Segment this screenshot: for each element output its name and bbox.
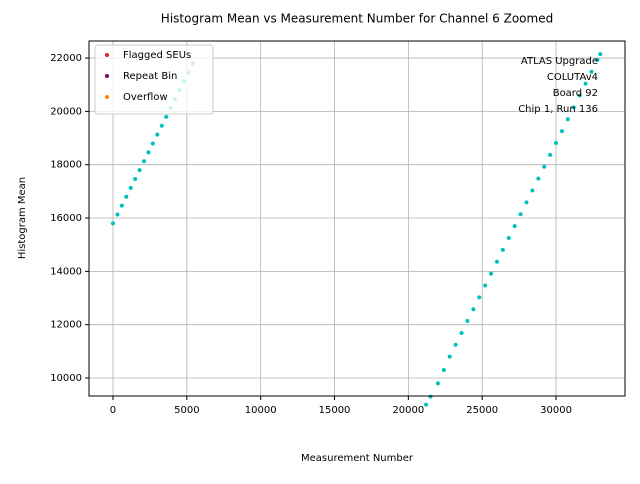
point — [159, 123, 164, 128]
point — [571, 105, 576, 110]
point — [536, 176, 541, 181]
point — [137, 168, 142, 173]
point — [128, 185, 133, 190]
point — [447, 354, 452, 359]
point — [506, 235, 511, 240]
annotation: COLUTAv4 — [547, 72, 598, 83]
y-tick-label: 22000 — [50, 53, 82, 64]
point — [119, 203, 124, 208]
x-tick-label: 15000 — [319, 405, 351, 416]
point — [500, 247, 505, 252]
point — [133, 176, 138, 181]
point — [559, 129, 564, 134]
point — [428, 394, 433, 399]
chart-title: Histogram Mean vs Measurement Number for… — [161, 12, 553, 26]
legend-marker — [105, 95, 109, 99]
x-tick-label: 20000 — [392, 405, 424, 416]
y-tick-label: 10000 — [50, 373, 82, 384]
point — [589, 69, 594, 74]
point — [530, 188, 535, 193]
point — [577, 93, 582, 98]
point — [424, 402, 429, 407]
x-tick-label: 25000 — [466, 405, 498, 416]
point — [598, 52, 603, 57]
x-tick-label: 30000 — [540, 405, 572, 416]
point — [142, 159, 147, 164]
point — [512, 224, 517, 229]
point — [124, 194, 129, 199]
point — [453, 342, 458, 347]
y-tick-label: 12000 — [50, 320, 82, 331]
point — [155, 132, 160, 137]
point — [435, 381, 440, 386]
y-tick-label: 16000 — [50, 213, 82, 224]
point — [548, 152, 553, 157]
y-tick-label: 14000 — [50, 266, 82, 277]
legend-marker — [105, 74, 109, 78]
legend-label: Repeat Bin — [123, 71, 177, 82]
legend-box — [94, 44, 214, 115]
point — [524, 200, 529, 205]
point — [150, 141, 155, 146]
x-tick-label: 10000 — [245, 405, 277, 416]
point — [489, 271, 494, 276]
point — [471, 307, 476, 312]
point — [494, 259, 499, 264]
x-tick-label: 5000 — [174, 405, 199, 416]
point — [164, 114, 169, 119]
legend-label: Flagged SEUs — [123, 50, 191, 61]
point — [483, 283, 488, 288]
point — [477, 295, 482, 300]
x-axis-label: Measurement Number — [301, 453, 414, 464]
point — [565, 117, 570, 122]
point — [146, 150, 151, 155]
y-axis-label: Histogram Mean — [17, 177, 28, 259]
point — [542, 164, 547, 169]
y-tick-label: 18000 — [50, 160, 82, 171]
y-tick-label: 20000 — [50, 106, 82, 117]
x-tick-label: 0 — [110, 405, 116, 416]
point — [115, 212, 120, 217]
point — [459, 330, 464, 335]
annotation: Board 92 — [553, 88, 598, 99]
point — [518, 212, 523, 217]
point — [441, 368, 446, 373]
point — [110, 221, 115, 226]
annotation: ATLAS Upgrade — [521, 56, 598, 67]
point — [583, 81, 588, 86]
point — [465, 319, 470, 324]
legend-marker — [105, 53, 109, 57]
legend-label: Overflow — [123, 92, 168, 103]
plot-frame — [88, 40, 626, 397]
point — [554, 141, 559, 146]
point — [595, 57, 600, 62]
annotation: Chip 1, Run 136 — [518, 104, 598, 115]
